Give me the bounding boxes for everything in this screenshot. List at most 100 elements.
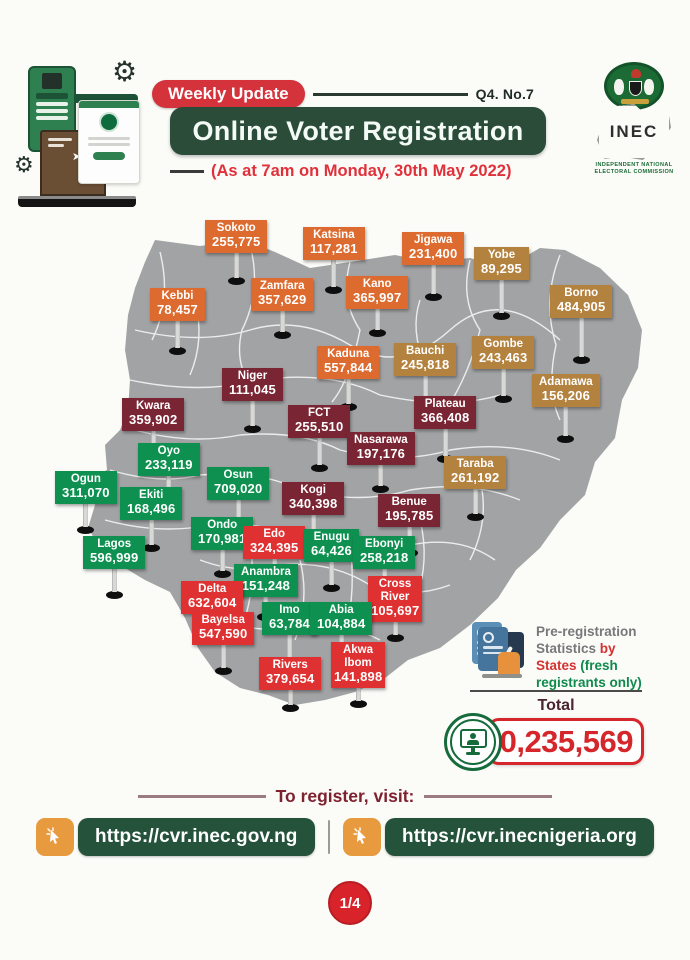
flag-pole [430, 263, 436, 294]
state-flag-abia: Abia 104,884 [310, 602, 373, 665]
state-name: Ondo [207, 519, 238, 531]
state-name: Anambra [241, 566, 291, 578]
state-plate: Gombe 243,463 [472, 336, 535, 369]
state-flag-ogun: Ogun 311,070 [55, 471, 117, 534]
logo-acronym: INEC [609, 122, 659, 141]
inec-logo: INEC INDEPENDENT NATIONAL ELECTORAL COMM… [584, 62, 684, 192]
flag-pole [316, 436, 322, 465]
flag-pole [331, 258, 337, 287]
state-name: Edo [263, 528, 286, 540]
date-subtitle: (As at 7am on Monday, 30th May 2022) [211, 162, 512, 180]
state-name: Osun [223, 469, 253, 481]
state-name: Nasarawa [354, 434, 408, 446]
state-plate: Zamfara 357,629 [251, 278, 314, 311]
url-button-2[interactable]: https://cvr.inecnigeria.org [343, 818, 655, 856]
url-text-2[interactable]: https://cvr.inecnigeria.org [385, 818, 655, 856]
state-name: Taraba [456, 458, 494, 470]
state-name: Gombe [483, 338, 524, 350]
flag-pole [235, 498, 241, 521]
map-point-dot [349, 699, 367, 708]
legend: Pre-registration Statistics by States (f… [470, 622, 645, 692]
flag-pole [233, 251, 239, 278]
state-flag-plateau: Plateau 366,408 [414, 396, 477, 463]
flag-pole [220, 643, 226, 668]
url-button-1[interactable]: https://cvr.inec.gov.ng [35, 818, 315, 856]
horse-icon [614, 79, 624, 95]
state-flag-bayelsa: Bayelsa 547,590 [192, 612, 255, 675]
flag-pole [500, 367, 506, 396]
page-title: Online Voter Registration [170, 107, 546, 155]
map-point-dot [492, 311, 510, 320]
state-name: Imo [279, 604, 300, 616]
state-plate: Ogun 311,070 [55, 471, 117, 504]
state-plate: Ebonyi 258,218 [353, 536, 416, 569]
state-name: Jigawa [414, 234, 453, 246]
state-value: 170,981 [198, 530, 247, 546]
state-value: 324,395 [250, 539, 299, 555]
state-value: 709,020 [214, 480, 263, 496]
state-flag-oyo: Oyo 233,119 [138, 443, 200, 506]
state-value: 340,398 [289, 495, 338, 511]
flag-pole [578, 316, 584, 357]
map-point-dot [168, 346, 186, 355]
voter-photo [42, 73, 62, 89]
url-text-1[interactable]: https://cvr.inec.gov.ng [77, 818, 315, 856]
state-flag-gombe: Gombe 243,463 [472, 336, 535, 403]
state-plate: Taraba 261,192 [444, 456, 507, 489]
documents-hand-icon [470, 622, 526, 684]
phone-line [36, 116, 68, 120]
state-name: Kwara [135, 400, 171, 412]
state-plate: Niger 111,045 [222, 368, 283, 401]
state-value: 78,457 [157, 301, 198, 317]
state-plate: Rivers 379,654 [259, 657, 322, 690]
map-point-dot [557, 434, 575, 443]
total-box: 10,235,569 [483, 718, 644, 765]
state-name: Kano [362, 278, 392, 290]
state-plate: Kano 365,997 [346, 276, 409, 309]
rule-line [312, 92, 468, 96]
state-value: 104,884 [317, 615, 366, 631]
flag-pole [355, 686, 361, 701]
state-value: 596,999 [90, 549, 139, 565]
state-flag-borno: Borno 484,905 [550, 285, 613, 364]
map-point-dot [368, 328, 386, 337]
state-value: 156,206 [541, 387, 591, 403]
state-value: 484,905 [557, 298, 606, 314]
state-plate: Lagos 596,999 [83, 536, 146, 569]
state-plate: Delta 632,604 [181, 581, 244, 614]
state-plate: Kebbi 78,457 [150, 288, 205, 321]
state-flag-bauchi: Bauchi 245,818 [394, 343, 457, 406]
state-value: 357,629 [258, 291, 307, 307]
state-plate: Ekiti 168,496 [120, 487, 183, 520]
state-name: Plateau [424, 398, 466, 410]
banner-ribbon [621, 99, 649, 104]
flag-pole [498, 278, 504, 313]
state-plate: Kogi 340,398 [282, 482, 345, 515]
state-plate: Jigawa 231,400 [402, 232, 465, 265]
state-flag-taraba: Taraba 261,192 [444, 456, 507, 521]
state-plate: Kaduna 557,844 [317, 346, 380, 379]
state-name: Kebbi [161, 290, 194, 302]
state-value: 105,697 [371, 602, 420, 618]
state-flag-kano: Kano 365,997 [346, 276, 409, 337]
flag-pole [392, 620, 398, 635]
state-value: 233,119 [145, 456, 193, 472]
map-point-dot [494, 394, 512, 403]
state-value: 557,844 [324, 359, 373, 375]
state-value: 258,218 [360, 549, 409, 565]
header-badge-row: Weekly Update Q4. No.7 [152, 80, 534, 108]
state-plate: Bayelsa 547,590 [192, 612, 255, 645]
state-value: 632,604 [188, 594, 237, 610]
avatar [99, 112, 119, 132]
map-point-dot [273, 330, 291, 339]
state-name: Lagos [97, 538, 132, 550]
map-point-dot [322, 583, 340, 592]
laptop-base [18, 196, 136, 207]
cursor-icon: ➤ [72, 151, 82, 163]
state-flag-yobe: Yobe 89,295 [474, 247, 529, 320]
flag-pole [287, 688, 293, 705]
state-flag-sokoto: Sokoto 255,775 [205, 220, 268, 285]
click-cursor-icon [343, 818, 382, 856]
laptop-text-line [48, 138, 72, 141]
subtitle-row: (As at 7am on Monday, 30th May 2022) [170, 162, 511, 181]
